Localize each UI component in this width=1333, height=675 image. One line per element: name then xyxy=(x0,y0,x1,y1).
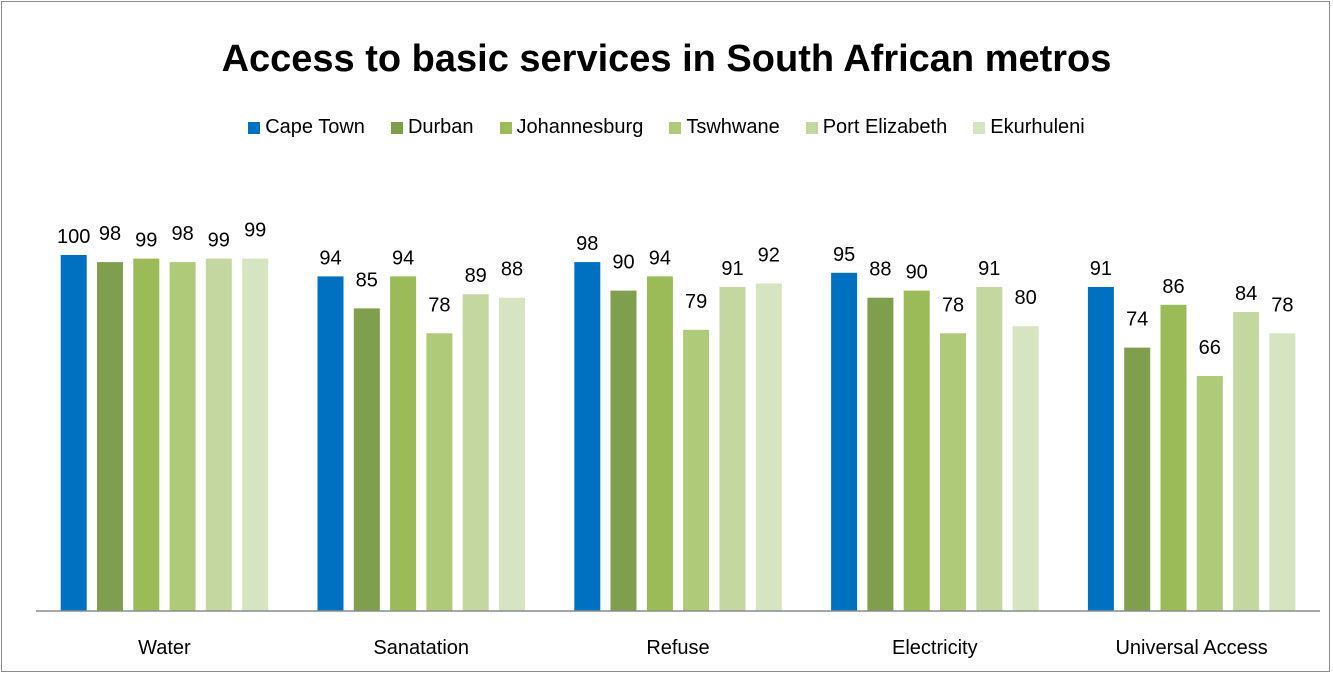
bar-electricity-port-elizabeth xyxy=(976,287,1003,611)
bar-refuse-port-elizabeth xyxy=(719,287,746,611)
data-label-electricity-durban: 88 xyxy=(869,259,891,281)
bar-refuse-durban xyxy=(610,290,637,611)
legend-item-durban: Durban xyxy=(390,116,474,139)
data-label-water-johannesburg: 99 xyxy=(135,230,157,252)
bar-sanatation-tswhwane xyxy=(426,333,453,611)
bar-electricity-durban xyxy=(867,297,894,611)
bar-universal-access-cape-town xyxy=(1087,287,1114,611)
x-tick-labels-group: Water Sanatation Refuse Electricity Universa… xyxy=(138,637,1268,659)
legend-item-cape-town: Cape Town xyxy=(248,116,365,139)
bar-universal-access-ekurhuleni xyxy=(1269,333,1296,611)
legend-label-port-elizabeth: Port Elizabeth xyxy=(822,116,948,138)
data-labels-group: 100 98 99 98 99 99 94 85 94 78 89 88 98 90 94 79 91 92 95 8… xyxy=(57,220,1294,359)
bar-electricity-tswhwane xyxy=(940,333,966,611)
bar-refuse-cape-town xyxy=(574,262,601,611)
data-label-refuse-durban: 90 xyxy=(612,252,634,274)
bar-electricity-ekurhuleni xyxy=(1012,326,1039,611)
bar-refuse-johannesburg xyxy=(646,276,673,611)
legend-swatch-ekurhuleni xyxy=(973,121,986,134)
x-tick-label-water: Water xyxy=(138,637,191,659)
bar-sanatation-durban xyxy=(353,308,380,611)
data-label-water-tswhwane: 98 xyxy=(171,223,193,245)
data-label-sanatation-durban: 85 xyxy=(356,269,378,291)
legend-item-port-elizabeth: Port Elizabeth xyxy=(805,116,948,139)
data-label-electricity-port-elizabeth: 91 xyxy=(978,258,1000,280)
data-label-refuse-ekurhuleni: 92 xyxy=(758,245,780,267)
bar-water-cape-town xyxy=(60,255,87,611)
legend-item-ekurhuleni: Ekurhuleni xyxy=(973,116,1085,139)
legend-label-johannesburg: Johannesburg xyxy=(516,116,644,138)
chart-title: Access to basic services in South Africa… xyxy=(221,38,1112,80)
bar-electricity-cape-town xyxy=(831,272,858,611)
bar-sanatation-johannesburg xyxy=(390,276,417,611)
data-label-sanatation-johannesburg: 94 xyxy=(392,247,414,269)
data-label-universal-access-tswhwane: 66 xyxy=(1199,337,1221,359)
data-label-water-cape-town: 100 xyxy=(57,226,90,248)
x-tick-label-universal-access: Universal Access xyxy=(1115,637,1267,659)
bar-universal-access-durban xyxy=(1124,347,1151,611)
legend-label-tswhwane: Tswhwane xyxy=(686,116,780,138)
bar-water-tswhwane xyxy=(169,262,196,611)
data-label-water-ekurhuleni: 99 xyxy=(244,220,266,242)
bar-water-ekurhuleni xyxy=(242,258,269,611)
legend-swatch-tswhwane xyxy=(669,121,682,134)
legend: Cape Town Durban Johannesburg Tswhwane Port … xyxy=(0,116,1333,139)
bar-water-johannesburg xyxy=(133,258,160,611)
legend-swatch-durban xyxy=(390,121,403,134)
data-label-universal-access-cape-town: 91 xyxy=(1090,258,1112,280)
data-label-refuse-port-elizabeth: 91 xyxy=(721,258,743,280)
bar-electricity-johannesburg xyxy=(903,290,930,611)
x-tick-label-sanatation: Sanatation xyxy=(373,637,469,659)
data-label-sanatation-tswhwane: 78 xyxy=(428,294,450,316)
legend-swatch-port-elizabeth xyxy=(805,121,818,134)
bar-refuse-ekurhuleni xyxy=(755,283,782,611)
x-tick-label-electricity: Electricity xyxy=(892,637,978,659)
x-tick-label-refuse: Refuse xyxy=(646,637,709,659)
data-label-electricity-tswhwane: 78 xyxy=(942,294,964,316)
legend-swatch-cape-town xyxy=(248,121,261,134)
data-label-universal-access-johannesburg: 86 xyxy=(1162,276,1184,298)
bar-universal-access-port-elizabeth xyxy=(1233,312,1260,611)
data-label-refuse-cape-town: 98 xyxy=(576,233,598,255)
data-label-sanatation-port-elizabeth: 89 xyxy=(465,265,487,287)
bar-universal-access-johannesburg xyxy=(1160,304,1187,611)
data-label-universal-access-durban: 74 xyxy=(1126,309,1148,331)
data-label-electricity-ekurhuleni: 80 xyxy=(1014,287,1036,309)
data-label-water-port-elizabeth: 99 xyxy=(208,230,230,252)
data-label-sanatation-cape-town: 94 xyxy=(319,247,341,269)
data-label-water-durban: 98 xyxy=(99,223,121,245)
legend-item-johannesburg: Johannesburg xyxy=(499,116,644,139)
legend-label-cape-town: Cape Town xyxy=(265,116,365,138)
legend-swatch-johannesburg xyxy=(499,121,512,134)
legend-label-ekurhuleni: Ekurhuleni xyxy=(990,116,1085,138)
data-label-universal-access-ekurhuleni: 78 xyxy=(1271,294,1293,316)
legend-label-durban: Durban xyxy=(407,116,474,138)
data-label-sanatation-ekurhuleni: 88 xyxy=(501,259,523,281)
data-label-refuse-tswhwane: 79 xyxy=(685,291,707,313)
data-label-electricity-johannesburg: 90 xyxy=(906,262,928,284)
bars-group xyxy=(60,255,1296,611)
bar-universal-access-tswhwane xyxy=(1196,376,1223,611)
data-label-refuse-johannesburg: 94 xyxy=(649,247,671,269)
bar-sanatation-ekurhuleni xyxy=(499,297,525,611)
data-label-universal-access-port-elizabeth: 84 xyxy=(1235,283,1257,305)
bar-sanatation-port-elizabeth xyxy=(462,294,489,611)
bar-water-port-elizabeth xyxy=(205,258,232,611)
bar-water-durban xyxy=(97,262,123,611)
bar-sanatation-cape-town xyxy=(317,276,344,611)
bar-refuse-tswhwane xyxy=(683,329,710,611)
legend-item-tswhwane: Tswhwane xyxy=(669,116,780,139)
data-label-electricity-cape-town: 95 xyxy=(833,244,855,266)
